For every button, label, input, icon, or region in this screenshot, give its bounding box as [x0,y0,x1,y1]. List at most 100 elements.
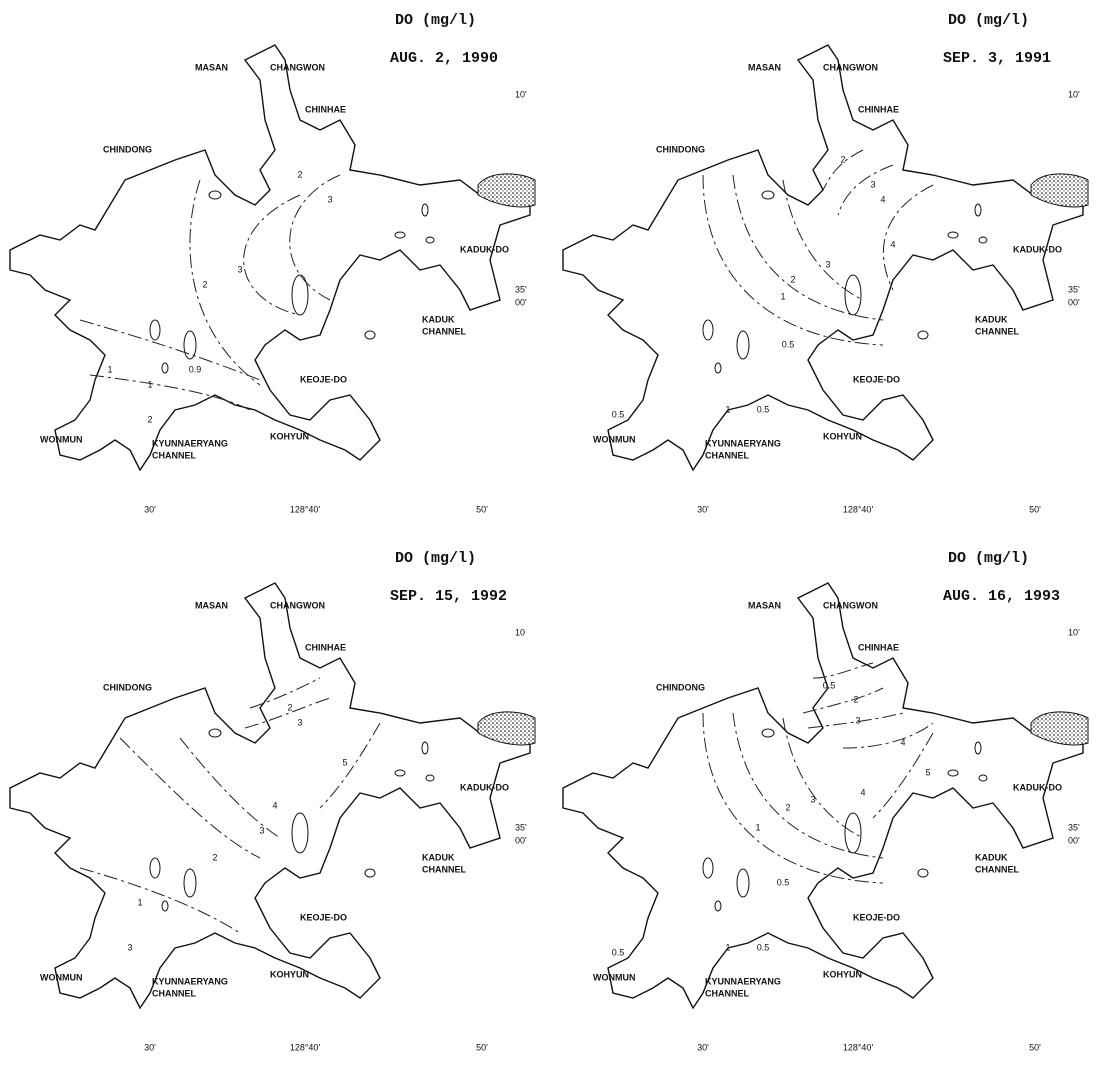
contour-label: 0.5 [782,339,795,349]
contour-label: 0.5 [757,404,770,414]
contour-label: 3 [870,179,875,189]
place-label: MASAN [748,600,781,610]
place-label: CHINHAE [305,642,346,652]
coastline [10,45,530,470]
contour-label: 2 [287,702,292,712]
place-label: CHANNEL [422,326,467,336]
longitude-label: 128°40' [843,504,874,514]
map-panel: DO (mg/l)AUG. 2, 1990MASANCHANGWONCHINHA… [10,12,535,514]
longitude-label: 128°40' [290,504,321,514]
latitude-label: 00' [515,297,527,307]
latitude-label: 10' [515,89,527,99]
place-label: KOHYUN [270,431,309,441]
place-label: KOHYUN [270,969,309,979]
coastline [563,583,1083,1008]
island [150,320,160,340]
contour-label: 3 [127,942,132,952]
panel-date: AUG. 16, 1993 [943,588,1060,605]
place-label: KYUNNAERYANG [705,438,781,448]
place-label: KYUNNAERYANG [152,976,228,986]
latitude-label: 00' [1068,297,1080,307]
contour-label: 2 [853,694,858,704]
contour-label: 0.9 [189,364,202,374]
island [395,770,405,776]
longitude-label: 30' [144,504,156,514]
place-label: WONMUN [593,434,636,444]
latitude-label: 35' [1068,284,1080,294]
contour-label: 5 [342,757,347,767]
place-label: MASAN [195,62,228,72]
contour-label: 3 [297,717,302,727]
contour-label: 1 [107,364,112,374]
contour-line [703,713,883,883]
latitude-label: 10 [515,627,525,637]
island [150,858,160,878]
island [762,191,774,199]
contour-label: 4 [890,239,895,249]
place-label: CHINDONG [103,144,152,154]
place-label: CHANNEL [422,864,467,874]
island [209,729,221,737]
place-label: KADUK [422,852,455,862]
island [426,775,434,781]
contour-line [838,165,893,215]
place-label: CHANGWON [823,62,878,72]
island [715,363,721,373]
contour-label: 1 [755,822,760,832]
place-label: KADUK-DO [460,244,509,254]
contour-label: 2 [297,169,302,179]
island [365,869,375,877]
contour-line [80,868,240,933]
contour-label: 2 [202,279,207,289]
contour-label: 2 [785,802,790,812]
place-label: CHANNEL [705,450,750,460]
panel-date: SEP. 3, 1991 [943,50,1051,67]
map-panel: DO (mg/l) AUG. 16, 1993 MASAN CHANGWON CHINH… [563,550,1088,1052]
island [184,869,196,897]
contour-line [843,723,933,748]
place-label: MASAN [748,62,781,72]
place-label: CHANNEL [705,988,750,998]
place-label: CHANGWON [823,600,878,610]
stippled-area [1031,712,1088,745]
map-panel: DO (mg/l)SEP. 3, 1991MASANCHANGWONCHINHA… [563,12,1088,514]
place-label: KOHYUN [823,969,862,979]
place-label: CHINHAE [858,642,899,652]
island [948,232,958,238]
place-label: WONMUN [593,972,636,982]
contour-label: 3 [327,194,332,204]
island [162,901,168,911]
contour-label: 4 [860,787,865,797]
place-label: KADUK [975,314,1008,324]
place-label: KOHYUN [823,431,862,441]
place-label: KYUNNAERYANG [705,976,781,986]
contour-line [190,180,260,385]
island [209,191,221,199]
island [422,204,428,216]
contour-label: 2 [147,414,152,424]
longitude-label: 128°40' [843,1042,874,1052]
contour-label: 2 [840,154,845,164]
contour-label: 0.5 [777,877,790,887]
latitude-label: 35' [1068,822,1080,832]
island [979,775,987,781]
stippled-area [478,174,535,207]
panel-title: DO (mg/l) [395,12,476,29]
place-label: WONMUN [40,972,83,982]
longitude-label: 50' [1029,504,1041,514]
contour-label: 1 [725,404,730,414]
island [918,869,928,877]
longitude-label: 50' [1029,1042,1041,1052]
contour-label: 0.5 [612,947,625,957]
island [395,232,405,238]
latitude-label: 10' [1068,627,1080,637]
place-label: CHANGWON [270,62,325,72]
longitude-label: 128°40' [290,1042,321,1052]
place-label: KADUK-DO [460,782,509,792]
latitude-label: 00' [1068,835,1080,845]
contour-label: 5 [925,767,930,777]
island [703,320,713,340]
panel-title: DO (mg/l) [948,550,1029,567]
contour-label: 1 [147,379,152,389]
longitude-label: 30' [697,1042,709,1052]
